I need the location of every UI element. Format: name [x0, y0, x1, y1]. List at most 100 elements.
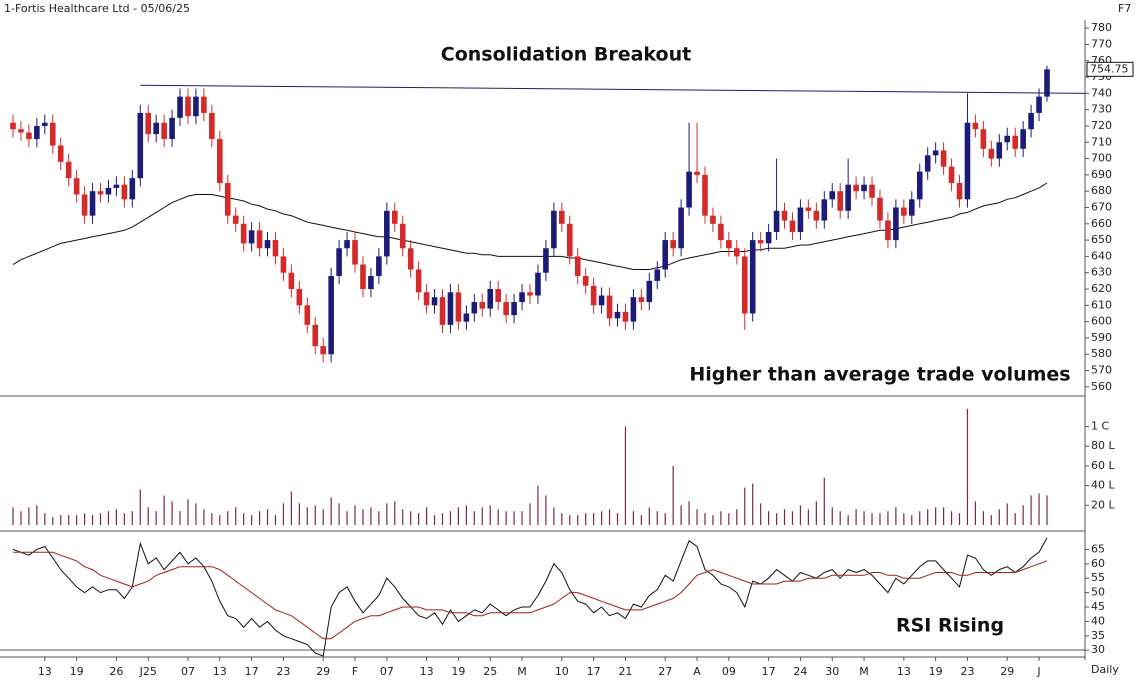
x-tick-label: 13 [213, 665, 227, 678]
candle-body [956, 183, 963, 200]
candle-body [877, 197, 883, 221]
candle-body [479, 302, 486, 309]
candle-body [217, 139, 223, 184]
candle-body [734, 248, 740, 257]
x-tick-label: 19 [451, 665, 465, 678]
x-tick-label: 23 [276, 665, 290, 678]
y-tick-label: 770 [1091, 37, 1112, 50]
rsi-line [13, 551, 1048, 640]
x-tick-label: 09 [722, 665, 736, 678]
candle-body [702, 174, 708, 216]
candle-body [765, 231, 772, 244]
candle-body [288, 272, 295, 290]
candle-body [447, 292, 454, 325]
candle-body [924, 155, 931, 172]
y-tick-label: 55 [1091, 571, 1105, 584]
candle-body [694, 171, 700, 175]
x-tick-label: 29 [316, 665, 330, 678]
candle-body [543, 248, 549, 273]
y-tick-label: 40 [1091, 614, 1105, 627]
candle-body [893, 207, 899, 241]
x-tick-label: 19 [70, 665, 84, 678]
candle-body [431, 297, 438, 306]
candle-body [574, 256, 581, 276]
y-tick-label: 640 [1091, 249, 1112, 262]
candle-body [10, 122, 16, 130]
candle-body [503, 302, 509, 316]
y-tick-label: 570 [1091, 364, 1112, 377]
candle-body [964, 122, 971, 200]
candle-body [129, 178, 136, 200]
candle-body [42, 122, 48, 126]
candle-body [344, 240, 350, 249]
candle-body [34, 125, 40, 140]
candle-body [224, 183, 231, 216]
candle-body [789, 220, 796, 232]
candle-body [1004, 135, 1011, 143]
candle-body [861, 184, 867, 192]
x-tick-label: 23 [960, 665, 974, 678]
annotation: Consolidation Breakout [441, 44, 691, 66]
y-tick-label: 740 [1091, 86, 1112, 99]
chart-title: 1-Fortis Healthcare Ltd - 05/06/25 [4, 2, 190, 15]
y-tick-label: 630 [1091, 266, 1112, 279]
x-tick-label: 29 [1000, 665, 1014, 678]
candle-body [209, 112, 215, 140]
y-tick-label: 650 [1091, 233, 1112, 246]
x-tick-label: 13 [38, 665, 52, 678]
candle-body [304, 305, 311, 325]
candle-body [471, 302, 478, 314]
y-tick-label: 620 [1091, 282, 1112, 295]
candle-body [256, 230, 263, 249]
y-tick-label: 50 [1091, 586, 1105, 599]
x-tick-label: 21 [618, 665, 632, 678]
y-tick-label: 60 L [1091, 459, 1115, 472]
candle-body [1028, 112, 1034, 130]
candle-body [423, 292, 430, 306]
x-tick-label: 17 [762, 665, 776, 678]
candle-body [1012, 135, 1018, 149]
y-tick-label: 580 [1091, 347, 1112, 360]
candle-body [1020, 129, 1026, 149]
candle-body [487, 289, 494, 309]
y-tick-label: 35 [1091, 629, 1105, 642]
x-tick-label: 24 [793, 665, 807, 678]
candle-body [352, 240, 358, 265]
candle-body [757, 240, 764, 244]
x-tick-label: M [859, 665, 869, 678]
x-tick-label: M [517, 665, 527, 678]
candle-body [113, 184, 120, 188]
candle-body [296, 289, 303, 306]
candle-body [535, 272, 541, 296]
rsi-line [12, 537, 1048, 657]
x-tick-label: 13 [420, 665, 434, 678]
y-tick-label: 45 [1091, 600, 1105, 613]
candle-body [407, 248, 414, 270]
y-tick-label: 20 L [1091, 498, 1115, 511]
price-label: 754.75 [1090, 62, 1129, 75]
candle-body [169, 117, 175, 140]
y-tick-label: 660 [1091, 217, 1112, 230]
y-tick-label: 710 [1091, 135, 1112, 148]
candle-body [821, 199, 828, 221]
moving-average-line [12, 182, 1048, 270]
corner-label: F7 [1118, 2, 1131, 15]
candle-body [89, 191, 96, 216]
candle-body [399, 223, 406, 249]
candle-body [463, 313, 470, 322]
candle-body [1036, 96, 1042, 113]
candle-body [622, 311, 629, 322]
y-tick-label: 65 [1091, 542, 1105, 555]
x-tick-label: 25 [483, 665, 497, 678]
x-tick-label: 30 [825, 665, 839, 678]
candle-body [439, 297, 446, 325]
candle-body [368, 275, 374, 290]
candle-body [845, 184, 851, 211]
y-tick-label: 690 [1091, 168, 1112, 181]
candle-body [582, 275, 589, 286]
candle-body [185, 96, 191, 117]
x-tick-label: 17 [245, 665, 259, 678]
x-tick-label: A [693, 665, 701, 678]
x-tick-label: 17 [587, 665, 601, 678]
